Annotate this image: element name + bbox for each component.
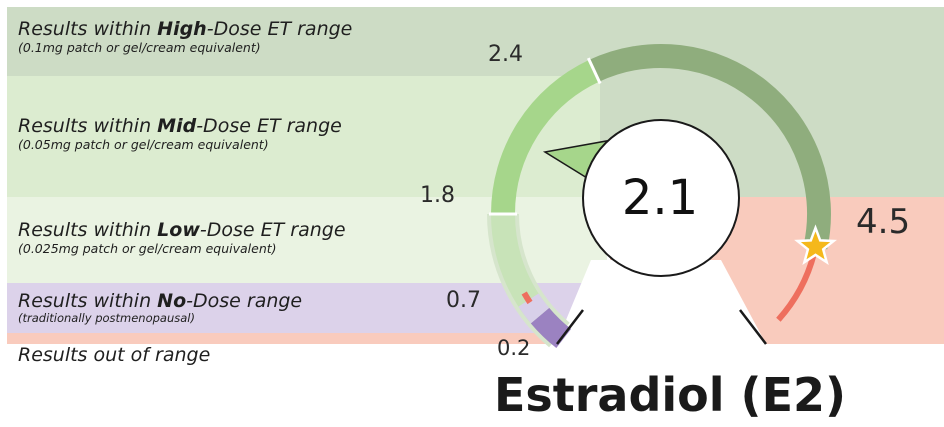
tick-label-2-4: 2.4 [488, 42, 523, 67]
gauge-arc-out-of-range-low [521, 291, 533, 305]
gauge-arc-no-dose-light [518, 293, 550, 324]
band-out-of-range [7, 333, 617, 344]
gauge-arc-high-dose [589, 44, 831, 250]
gauge-arc-mid-dose [491, 59, 600, 215]
gauge-arc-no-dose [530, 307, 572, 348]
legend-out-of-range: Results out of range [18, 344, 211, 366]
band-high-dose [7, 7, 944, 76]
legend-mid-dose: Results within Mid-Dose ET range (0.05mg… [18, 115, 342, 152]
chart-title: Estradiol (E2) [493, 368, 847, 422]
gauge-marker-star [794, 224, 837, 266]
legend-no-dose: Results within No-Dose range (traditiona… [18, 290, 303, 325]
tick-label-0-7: 0.7 [446, 288, 481, 313]
current-value-label: 2.1 [621, 170, 699, 226]
tick-label-0-2: 0.2 [497, 336, 531, 360]
gauge-center-circle [582, 119, 740, 277]
legend-low-dose-subtitle: (0.025mg patch or gel/cream equivalent) [18, 241, 277, 256]
legend-high-dose: Results within High-Dose ET range (0.1mg… [18, 18, 353, 55]
legend-low-dose: Results within Low-Dose ET range (0.025m… [18, 219, 346, 256]
gauge-base-wedge [556, 260, 766, 344]
tick-label-4-5: 4.5 [856, 202, 911, 242]
legend-no-dose-subtitle: (traditionally postmenopausal) [18, 311, 195, 325]
legend-high-dose-subtitle: (0.1mg patch or gel/cream equivalent) [18, 40, 261, 55]
tick-label-1-8: 1.8 [420, 183, 455, 208]
gauge-base-tick-left [556, 309, 584, 345]
gauge-separator-0 [586, 57, 602, 85]
legend-mid-dose-subtitle: (0.05mg patch or gel/cream equivalent) [18, 137, 269, 152]
gauge-base-tick-right [739, 309, 767, 345]
